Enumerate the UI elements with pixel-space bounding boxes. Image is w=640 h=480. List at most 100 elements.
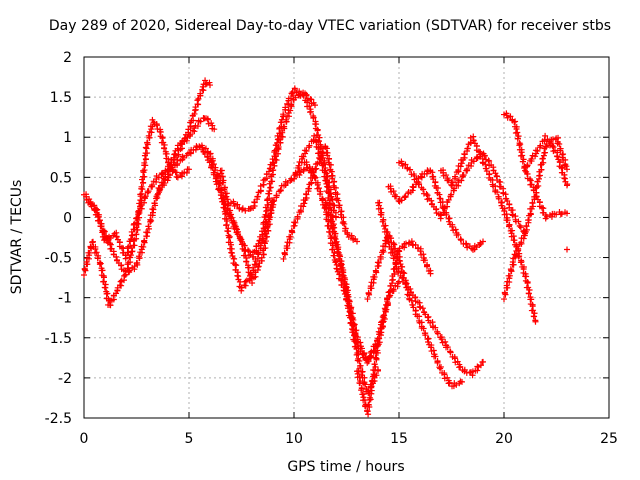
data-point-sat-b [93,249,100,256]
data-point-sat-q [451,173,458,180]
data-point-sat-m [425,339,432,346]
data-point-sat-n [442,338,449,345]
data-point-sat-k [341,279,348,286]
data-point-sat-e [223,221,230,228]
y-axis-ticks: -2.5 -2 -1.5 -1 -0.5 0 0.5 1 1.5 2 [45,50,609,427]
data-point-sat-m [453,381,460,388]
data-point-sat-q [510,237,517,244]
data-point-sat-i [303,148,310,155]
data-point-sat-g [316,134,323,141]
data-point-sat-c [135,208,142,215]
data-point-sat-p [458,177,465,184]
data-point-sat-q [443,172,450,179]
data-point-sat-f [255,240,262,247]
data-point-sat-i [316,150,323,157]
data-point-sat-j [333,258,340,265]
data-point-sat-c [96,217,103,224]
data-point-sat-c [106,233,113,240]
data-point-sat-b [113,290,120,297]
data-point-sat-m [364,296,371,303]
data-point-sat-d [160,180,167,187]
data-point-sat-k [354,338,361,345]
data-point-sat-k [336,255,343,262]
data-point-sat-f [265,201,272,208]
data-point-sat-l [420,251,427,258]
data-point-sat-p [460,172,467,179]
data-point-sat-h [288,227,295,234]
x-tick-label: 20 [495,431,513,447]
data-point-sat-c [125,249,132,256]
data-point-sat-h [300,203,307,210]
data-point-sat-e [270,201,277,208]
y-tick-label: -1 [58,291,72,307]
data-point-sat-e [238,287,245,294]
data-point-sat-n [378,211,385,218]
data-point-sat-e [220,204,227,211]
data-point-sat-n [456,364,463,371]
data-point-sat-q [525,290,532,297]
data-point-sat-l [421,257,428,264]
data-point-sat-s [556,141,563,148]
data-point-sat-n [392,261,399,268]
data-point-sat-h [292,219,299,226]
data-point-sat-l [356,373,363,380]
data-point-sat-g [234,201,241,208]
data-point-sat-l [373,355,380,362]
data-point-sat-c [127,236,134,243]
data-point-sat-c [88,203,95,210]
data-point-sat-a [161,144,168,151]
data-point-sat-f [266,188,273,195]
data-point-sat-c [149,182,156,189]
data-point-sat-h [339,220,346,227]
data-point-sat-f [261,225,268,232]
data-point-sat-f [228,215,235,222]
data-point-sat-c [141,199,148,206]
data-point-sat-d [243,258,250,265]
data-point-sat-c [197,90,204,97]
data-point-sat-i [300,153,307,160]
data-point-sat-k [335,249,342,256]
data-point-sat-b [145,223,152,230]
data-point-sat-t [522,167,528,174]
data-point-sat-b [141,237,148,244]
data-point-sat-d [157,186,164,193]
data-point-sat-f [265,190,272,197]
data-point-sat-t [524,162,531,169]
data-point-sat-g [282,104,289,111]
data-point-sat-m [390,240,397,247]
data-point-sat-s [503,282,510,289]
data-point-sat-e [277,186,284,193]
data-point-sat-h [354,238,360,245]
data-point-sat-j [311,175,318,182]
data-point-sat-c [145,188,152,195]
data-point-sat-g [231,202,238,209]
data-point-sat-j [332,259,339,266]
data-point-sat-q [517,259,524,266]
data-point-sat-f [233,225,240,232]
data-point-sat-e [226,233,233,240]
data-point-sat-r [517,141,524,148]
data-point-sat-k [331,228,338,235]
data-point-sat-e [206,151,213,158]
data-point-sat-j [333,265,340,272]
data-point-sat-n [424,314,431,321]
data-point-sat-r [527,176,534,183]
data-point-sat-f [235,231,242,238]
data-point-sat-l [365,401,372,408]
data-point-sat-n [422,311,429,318]
data-point-sat-s [531,193,538,200]
data-point-sat-e [246,277,253,284]
data-point-sat-j [357,364,364,371]
data-point-sat-e [234,272,241,279]
data-point-sat-m [430,347,437,354]
data-point-sat-a [173,173,180,180]
data-point-sat-t [558,164,565,171]
data-point-sat-a [141,159,148,166]
data-point-sat-i [325,189,332,196]
data-point-sat-f [244,247,251,254]
data-point-sat-i [292,169,299,176]
data-point-sat-g [307,108,314,115]
data-point-sat-h [323,149,330,156]
data-point-sat-l [376,339,383,346]
data-point-sat-r [512,118,519,125]
